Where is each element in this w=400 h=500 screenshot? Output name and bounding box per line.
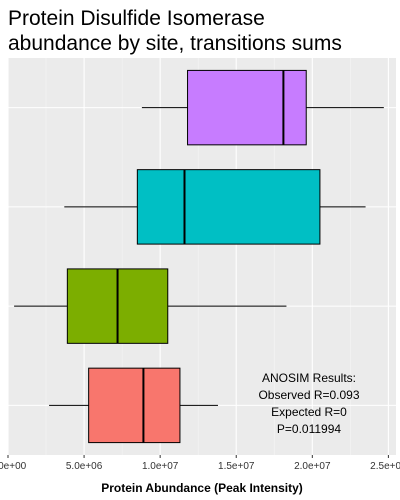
x-tick-label: 2.5e+07 xyxy=(370,461,400,472)
x-tick-label: 1.5e+07 xyxy=(218,461,255,472)
box-iqr xyxy=(88,367,181,444)
x-tick-label: 5.0e+06 xyxy=(66,461,103,472)
box-3 xyxy=(64,169,366,245)
x-tick-label: 2.0e+07 xyxy=(294,461,331,472)
annotation-line-3: Expected R=0 xyxy=(271,405,347,419)
chart-title-line-2: abundance by site, transitions sums xyxy=(8,32,342,55)
annotation-line-1: ANOSIM Results: xyxy=(262,371,356,385)
box-iqr xyxy=(136,169,321,245)
box-4 xyxy=(141,69,384,146)
x-axis-label: Protein Abundance (Peak Intensity) xyxy=(101,481,303,495)
box-2 xyxy=(14,268,287,344)
annotation-line-4: P=0.011994 xyxy=(277,422,341,436)
boxplot-series xyxy=(14,69,384,444)
x-tick-label: 1.0e+07 xyxy=(142,461,179,472)
box-1 xyxy=(49,367,218,444)
x-tick-label: 0.0e+00 xyxy=(0,461,27,472)
annotation-line-2: Observed R=0.093 xyxy=(258,388,359,402)
x-axis: 0.0e+00 5.0e+06 1.0e+07 1.5e+07 2.0e+07 2.5e+… xyxy=(0,455,400,472)
anosim-annotation: ANOSIM Results: Observed R=0.093 Expecte… xyxy=(258,371,359,436)
box-iqr xyxy=(187,69,307,146)
chart-title-line-1: Protein Disulfide Isomerase xyxy=(8,7,265,30)
